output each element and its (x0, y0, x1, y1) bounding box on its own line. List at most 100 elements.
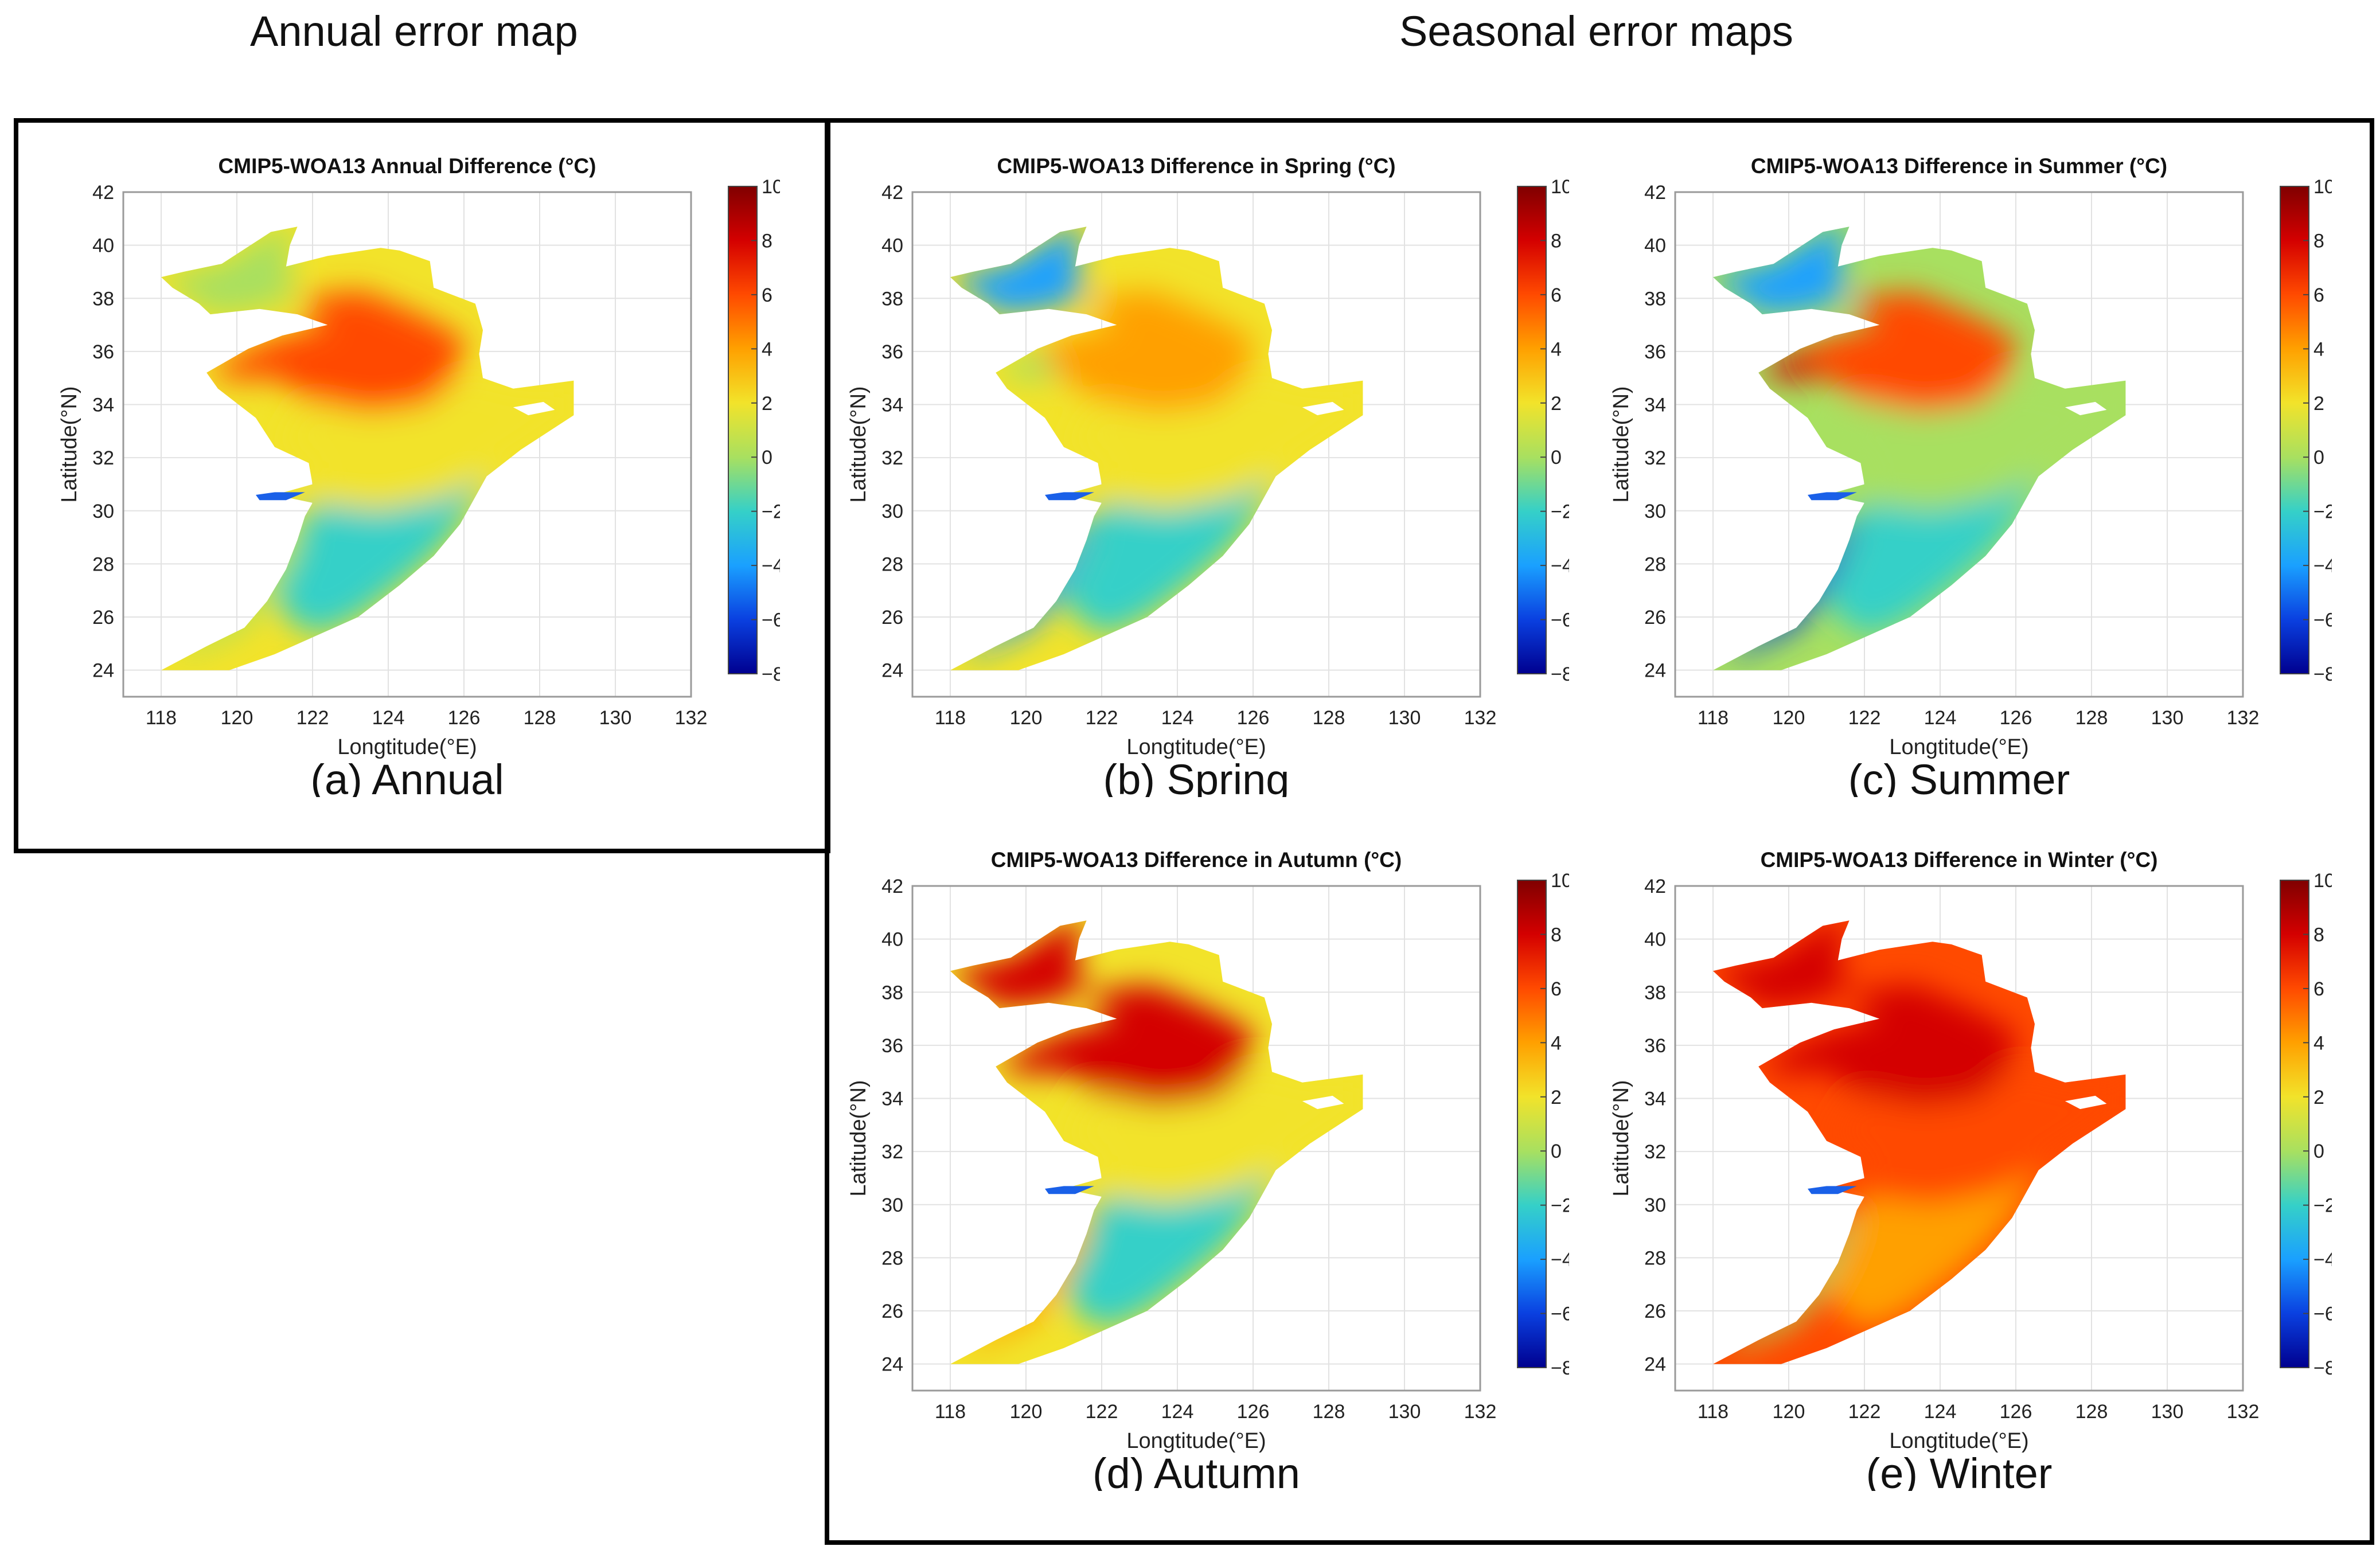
x-tick-label: 122 (1848, 707, 1881, 729)
x-tick-label: 128 (524, 707, 556, 729)
colorbar (728, 186, 758, 674)
inland-lake (1045, 1186, 1094, 1194)
panel-annual: CMIP5-WOA13 Annual Difference (°C) 118 120… (57, 154, 780, 797)
colorbar-tick-label: 6 (2313, 978, 2324, 1000)
colorbar-tick-label: 4 (2313, 1032, 2324, 1054)
annual-header: Annual error map (250, 7, 578, 55)
panel-title: CMIP5-WOA13 Difference in Winter (°C) (1761, 848, 2158, 872)
y-tick-label: 24 (1644, 1354, 1666, 1376)
y-tick-label: 42 (92, 182, 114, 204)
x-tick-label: 126 (1237, 1401, 1270, 1423)
panel-winter: CMIP5-WOA13 Difference in Winter (°C) 118… (1609, 848, 2332, 1491)
y-tick-label: 42 (1644, 876, 1666, 897)
x-tick-label: 120 (1773, 1401, 1805, 1423)
x-tick-label: 126 (1237, 707, 1270, 729)
y-tick-label: 24 (881, 1354, 903, 1376)
colorbar-tick-label: −2 (2313, 501, 2332, 523)
y-tick-label: 30 (881, 1194, 903, 1216)
region-mid (1064, 378, 1363, 511)
axes-box (1674, 191, 2244, 698)
colorbar-tick-label: −8 (2313, 1357, 2332, 1379)
seasonal-header: Seasonal error maps (1399, 7, 1793, 55)
y-tick-label: 26 (1644, 1301, 1666, 1322)
x-axis-label: Longtitude(°E) (1126, 1429, 1266, 1453)
colorbar-tick-label: −6 (762, 610, 780, 631)
y-tick-label: 26 (881, 607, 903, 628)
y-tick-label: 32 (1644, 447, 1666, 469)
region-mid (275, 378, 574, 511)
x-tick-label: 126 (2000, 1401, 2032, 1423)
colorbar-tick-label: −4 (1551, 555, 1569, 577)
colorbar-tick-label: 8 (1551, 230, 1562, 252)
region-gulf (248, 290, 464, 413)
x-tick-label: 128 (2075, 707, 2108, 729)
colorbar-tick-label: 2 (2313, 1087, 2324, 1108)
colorbar (2280, 880, 2309, 1368)
inland-lake (1045, 492, 1094, 501)
x-tick-label: 128 (1313, 1401, 1345, 1423)
y-tick-label: 40 (1644, 235, 1666, 257)
colorbar-tick-label: 2 (1551, 393, 1562, 415)
inland-lake (256, 492, 305, 501)
region-south (1827, 1170, 2039, 1330)
y-tick-label: 28 (881, 553, 903, 575)
x-tick-label: 120 (1773, 707, 1805, 729)
axes-box (911, 885, 1481, 1392)
x-tick-label: 130 (1388, 707, 1421, 729)
region-gulf (1037, 984, 1253, 1107)
colorbar-tick-label: 8 (1551, 924, 1562, 946)
colorbar-tick-label: 8 (2313, 230, 2324, 252)
y-tick-label: 40 (92, 235, 114, 257)
region-gulf (1800, 290, 2016, 413)
colorbar-tick-label: 0 (762, 447, 772, 468)
y-axis-label: Latitude(°N) (57, 386, 81, 502)
region-mid (1827, 378, 2126, 511)
panel-title: CMIP5-WOA13 Difference in Summer (°C) (1751, 154, 2167, 178)
x-tick-label: 130 (1388, 1401, 1421, 1423)
panel-title: CMIP5-WOA13 Annual Difference (°C) (219, 154, 596, 178)
x-tick-label: 118 (935, 1401, 966, 1423)
colorbar-tick-label: 6 (1551, 978, 1562, 1000)
colorbar (1517, 880, 1547, 1368)
x-tick-label: 126 (448, 707, 481, 729)
colorbar-tick-label: −6 (2313, 1303, 2332, 1325)
colorbar-tick-label: 6 (1551, 284, 1562, 306)
y-tick-label: 36 (1644, 341, 1666, 363)
region-south (1827, 476, 2039, 636)
y-tick-label: 42 (1644, 182, 1666, 204)
colorbar-tick-label: 6 (2313, 284, 2324, 306)
x-tick-label: 132 (1464, 1401, 1497, 1423)
colorbar-tick-label: −2 (2313, 1195, 2332, 1217)
x-tick-label: 120 (1010, 1401, 1043, 1423)
panel-caption: (b) Spring (1103, 756, 1290, 797)
x-axis-label: Longtitude(°E) (1889, 735, 2028, 759)
panel-caption: (e) Winter (1866, 1450, 2053, 1491)
colorbar-tick-label: −4 (2313, 1249, 2332, 1271)
colorbar-tick-label: −2 (1551, 501, 1569, 523)
y-tick-label: 36 (881, 1035, 903, 1057)
colorbar-tick-label: 10 (2313, 870, 2332, 892)
region-north (1713, 920, 1850, 1009)
y-tick-label: 28 (881, 1247, 903, 1269)
region-bay (206, 349, 271, 381)
y-tick-label: 36 (1644, 1035, 1666, 1057)
panel-spring: CMIP5-WOA13 Difference in Spring (°C) 118… (846, 154, 1569, 797)
colorbar-tick-label: 4 (762, 338, 772, 360)
colorbar-tick-label: 4 (2313, 338, 2324, 360)
x-tick-label: 122 (1086, 1401, 1118, 1423)
x-tick-label: 124 (1924, 707, 1957, 729)
region-north (1713, 227, 1850, 315)
y-tick-label: 40 (1644, 929, 1666, 951)
y-tick-label: 26 (1644, 607, 1666, 628)
y-tick-label: 28 (1644, 553, 1666, 575)
region-bay (1758, 349, 1823, 381)
x-tick-label: 130 (2151, 1401, 2184, 1423)
x-axis-label: Longtitude(°E) (1126, 735, 1266, 759)
x-tick-label: 130 (599, 707, 632, 729)
inland-lake (1808, 492, 1857, 501)
x-tick-label: 128 (1313, 707, 1345, 729)
y-tick-label: 38 (881, 288, 903, 310)
seasonal-frame (825, 118, 2374, 1545)
x-tick-label: 124 (1924, 1401, 1957, 1423)
y-tick-label: 28 (1644, 1247, 1666, 1269)
